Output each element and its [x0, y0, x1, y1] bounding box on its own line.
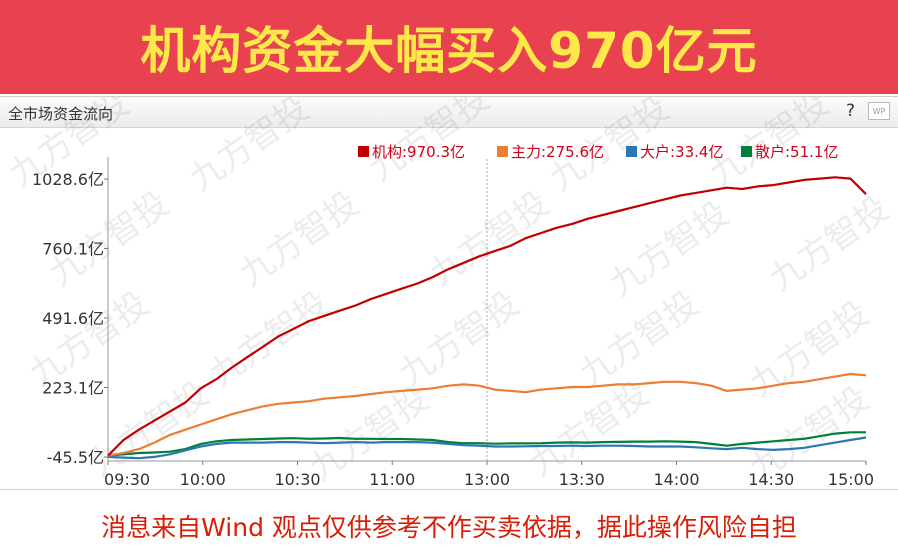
panel-title: 全市场资金流向 — [8, 105, 114, 123]
watermark-text: 九方智投 — [422, 184, 556, 295]
legend-swatch — [626, 146, 637, 157]
y-tick-label: 1028.6亿 — [32, 170, 104, 189]
x-tick-label: 13:30 — [559, 470, 605, 489]
legend-label: 大户:33.4亿 — [640, 143, 723, 161]
disclaimer-footer: 消息来自Wind 观点仅供参考不作买卖依据，据此操作风险自担 — [101, 513, 797, 542]
watermark-text: 九方智投 — [572, 284, 706, 395]
legend-swatch — [497, 146, 508, 157]
x-tick-label: 10:30 — [274, 470, 320, 489]
legend-swatch — [741, 146, 752, 157]
x-tick-label: 11:00 — [369, 470, 415, 489]
legend-label: 散户:51.1亿 — [755, 143, 838, 161]
y-tick-label: 223.1亿 — [42, 378, 104, 397]
watermark-text: 九方智投 — [762, 189, 896, 300]
x-tick-label: 15:00 — [828, 470, 874, 489]
x-tick-label: 10:00 — [180, 470, 226, 489]
x-tick-label: 13:00 — [464, 470, 510, 489]
y-tick-label: 760.1亿 — [42, 239, 104, 258]
watermark-text: 九方智投 — [202, 284, 336, 395]
x-tick-label: 09:30 — [104, 470, 150, 489]
legend-swatch — [358, 146, 369, 157]
watermark-text: 九方智投 — [232, 184, 366, 295]
help-icon[interactable]: ? — [846, 101, 856, 121]
y-tick-label: 491.6亿 — [42, 309, 104, 328]
headline-banner: 机构资金大幅买入970亿元 — [0, 0, 898, 94]
y-tick-label: -45.5亿 — [47, 448, 104, 467]
series-line-机构 — [107, 176, 867, 457]
panel-header: 全市场资金流向 ? WP — [0, 97, 898, 128]
series-line-主力 — [107, 372, 867, 457]
headline-title: 机构资金大幅买入970亿元 — [140, 22, 758, 80]
series-line-散户 — [107, 431, 866, 457]
legend-label: 机构:970.3亿 — [372, 143, 465, 161]
watermark-text: 九方智投 — [182, 97, 316, 199]
series-line-大户 — [107, 436, 867, 460]
legend-label: 主力:275.6亿 — [511, 143, 604, 161]
x-tick-label: 14:00 — [653, 470, 699, 489]
x-tick-label: 14:30 — [748, 470, 794, 489]
fund-flow-panel: 全市场资金流向 ? WP 九方智投 九方智投 九方智投 九方智投 九方智投 九方智投 九方智… — [0, 96, 898, 490]
wp-icon[interactable]: WP — [868, 102, 890, 120]
watermark-text: 九方智投 — [392, 284, 526, 395]
